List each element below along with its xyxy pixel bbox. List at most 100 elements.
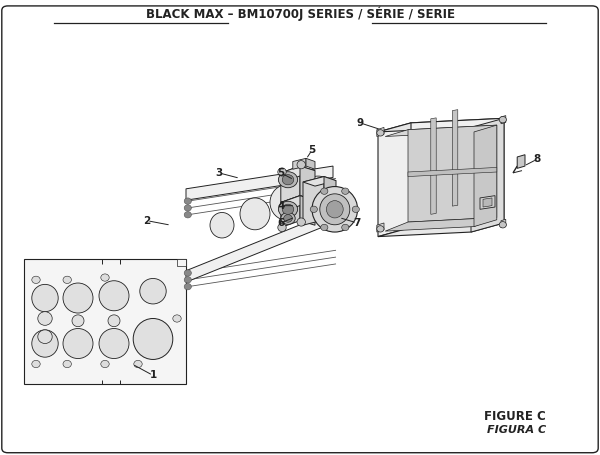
Ellipse shape xyxy=(297,161,305,169)
Ellipse shape xyxy=(184,212,191,218)
FancyBboxPatch shape xyxy=(2,6,598,453)
Ellipse shape xyxy=(342,224,349,231)
Ellipse shape xyxy=(32,284,58,312)
Ellipse shape xyxy=(278,168,286,176)
Polygon shape xyxy=(452,110,458,206)
Polygon shape xyxy=(324,177,336,224)
Polygon shape xyxy=(281,166,315,177)
Polygon shape xyxy=(293,158,306,169)
Ellipse shape xyxy=(63,276,71,283)
Ellipse shape xyxy=(284,215,292,222)
Text: 8: 8 xyxy=(533,154,541,164)
Ellipse shape xyxy=(377,226,384,232)
Ellipse shape xyxy=(278,172,298,188)
Ellipse shape xyxy=(184,270,191,276)
Polygon shape xyxy=(501,116,506,124)
Text: 5: 5 xyxy=(277,168,284,178)
Ellipse shape xyxy=(499,116,506,123)
Polygon shape xyxy=(300,196,315,225)
Ellipse shape xyxy=(140,278,166,304)
Text: BLACK MAX – BM10700J SERIES / SÉRIE / SERIE: BLACK MAX – BM10700J SERIES / SÉRIE / SE… xyxy=(146,7,455,21)
Polygon shape xyxy=(378,123,411,237)
Polygon shape xyxy=(408,167,497,177)
Ellipse shape xyxy=(320,194,350,225)
Polygon shape xyxy=(471,118,504,232)
Ellipse shape xyxy=(38,312,52,325)
Polygon shape xyxy=(411,118,504,228)
Ellipse shape xyxy=(320,224,328,231)
Ellipse shape xyxy=(301,176,335,211)
Ellipse shape xyxy=(72,315,84,327)
Text: 6: 6 xyxy=(277,218,284,228)
Polygon shape xyxy=(300,166,315,200)
Polygon shape xyxy=(431,118,436,214)
Polygon shape xyxy=(385,125,497,136)
Polygon shape xyxy=(24,259,186,384)
Text: 4: 4 xyxy=(277,201,284,211)
Polygon shape xyxy=(303,177,336,186)
Ellipse shape xyxy=(321,188,328,194)
Ellipse shape xyxy=(270,184,306,221)
Ellipse shape xyxy=(108,315,120,327)
Ellipse shape xyxy=(282,204,294,214)
Ellipse shape xyxy=(312,187,358,232)
Polygon shape xyxy=(377,223,384,232)
Polygon shape xyxy=(408,125,497,222)
Polygon shape xyxy=(385,217,497,231)
Ellipse shape xyxy=(184,283,191,290)
Ellipse shape xyxy=(184,205,191,211)
Ellipse shape xyxy=(282,175,294,185)
Polygon shape xyxy=(186,166,333,200)
Ellipse shape xyxy=(63,360,71,368)
Ellipse shape xyxy=(134,360,142,368)
Polygon shape xyxy=(378,223,504,237)
Ellipse shape xyxy=(173,315,181,322)
Text: 2: 2 xyxy=(143,216,151,226)
Ellipse shape xyxy=(310,206,317,212)
Text: 3: 3 xyxy=(215,168,223,178)
Polygon shape xyxy=(377,127,384,136)
Ellipse shape xyxy=(32,276,40,283)
Ellipse shape xyxy=(63,329,93,359)
Ellipse shape xyxy=(240,198,270,230)
Ellipse shape xyxy=(99,281,129,311)
Ellipse shape xyxy=(184,277,191,283)
Polygon shape xyxy=(480,196,495,209)
Ellipse shape xyxy=(377,130,384,136)
Polygon shape xyxy=(303,177,324,225)
Text: FIGURA C: FIGURA C xyxy=(487,425,546,435)
Ellipse shape xyxy=(99,329,129,359)
Polygon shape xyxy=(501,219,506,228)
Ellipse shape xyxy=(278,223,286,232)
Ellipse shape xyxy=(133,318,173,359)
Polygon shape xyxy=(281,166,300,202)
Ellipse shape xyxy=(38,330,52,344)
Ellipse shape xyxy=(297,218,305,226)
Ellipse shape xyxy=(32,360,40,368)
Ellipse shape xyxy=(499,222,506,228)
Polygon shape xyxy=(474,125,497,227)
Ellipse shape xyxy=(352,206,359,212)
Polygon shape xyxy=(378,118,504,132)
Text: 7: 7 xyxy=(353,218,361,228)
Polygon shape xyxy=(186,212,333,282)
Ellipse shape xyxy=(326,201,343,218)
Ellipse shape xyxy=(281,212,295,224)
Text: 9: 9 xyxy=(356,118,364,128)
Polygon shape xyxy=(483,198,492,207)
Polygon shape xyxy=(306,158,315,169)
Ellipse shape xyxy=(101,274,109,281)
Polygon shape xyxy=(517,155,525,168)
Ellipse shape xyxy=(184,198,191,204)
Ellipse shape xyxy=(32,330,58,357)
Polygon shape xyxy=(281,196,300,228)
Text: 5: 5 xyxy=(308,145,316,155)
Ellipse shape xyxy=(278,201,298,217)
Ellipse shape xyxy=(342,188,349,194)
Polygon shape xyxy=(177,259,186,266)
Text: 1: 1 xyxy=(149,370,157,380)
Ellipse shape xyxy=(210,212,234,238)
Text: FIGURE C: FIGURE C xyxy=(484,410,546,423)
Ellipse shape xyxy=(63,283,93,313)
Ellipse shape xyxy=(101,360,109,368)
